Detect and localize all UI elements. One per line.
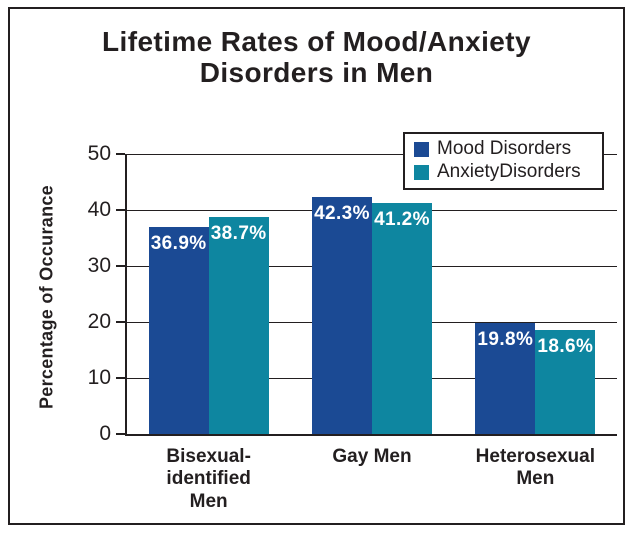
legend-item-anxiety-disorders: AnxietyDisorders xyxy=(414,162,594,182)
y-tick-label-30: 30 xyxy=(87,254,111,277)
x-category-label-heterosexual-men: Heterosexual Men xyxy=(475,446,595,490)
bar-value-label-anxietydisorders-bisexual-identified-men: 38.7% xyxy=(210,223,267,245)
x-category-label-bisexual-identified-men: Bisexual- identified Men xyxy=(166,446,251,512)
y-tick-label-20: 20 xyxy=(87,310,111,333)
legend-label-anxiety-disorders: AnxietyDisorders xyxy=(437,161,581,182)
chart-frame: Lifetime Rates of Mood/Anxiety Disorders… xyxy=(8,7,625,525)
y-tick-label-50: 50 xyxy=(87,142,111,165)
bar-value-label-mood-disorders-bisexual-identified-men: 36.9% xyxy=(150,233,207,255)
bar-mood-disorders-bisexual-identified-men: 36.9% xyxy=(148,227,209,434)
legend-swatch-mood-disorders xyxy=(414,141,429,157)
legend-label-mood-disorders: Mood Disorders xyxy=(437,138,572,159)
y-tick-mark-40 xyxy=(116,209,125,211)
y-tick-label-40: 40 xyxy=(87,198,111,221)
x-category-label-gay-men: Gay Men xyxy=(332,446,412,467)
y-tick-mark-20 xyxy=(116,321,125,323)
y-tick-mark-0 xyxy=(116,433,125,435)
bar-value-label-anxietydisorders-gay-men: 41.2% xyxy=(374,209,430,231)
bar-value-label-mood-disorders-heterosexual-men: 19.8% xyxy=(477,329,534,351)
y-tick-label-10: 10 xyxy=(87,366,111,389)
y-tick-mark-30 xyxy=(116,265,125,267)
bar-value-label-mood-disorders-gay-men: 42.3% xyxy=(314,203,370,225)
gridline-50 xyxy=(127,154,617,155)
legend-swatch-anxiety-disorders xyxy=(414,164,429,180)
plot-area: 0 10 20 30 40 50 36.9% 38.7% Bisexual- identifie… xyxy=(88,142,617,512)
legend: Mood Disorders AnxietyDisorders xyxy=(403,132,604,190)
bar-mood-disorders-heterosexual-men: 19.8% xyxy=(475,323,536,434)
bar-mood-disorders-gay-men: 42.3% xyxy=(312,197,372,434)
bar-value-label-anxietydisorders-heterosexual-men: 18.6% xyxy=(537,335,594,357)
y-tick-mark-50 xyxy=(116,153,125,155)
bar-anxietydisorders-gay-men: 41.2% xyxy=(372,203,432,434)
legend-item-mood-disorders: Mood Disorders xyxy=(414,139,594,159)
y-tick-label-0: 0 xyxy=(99,422,111,445)
bar-anxietydisorders-bisexual-identified-men: 38.7% xyxy=(208,217,269,434)
bar-anxietydisorders-heterosexual-men: 18.6% xyxy=(535,329,596,434)
y-tick-mark-10 xyxy=(116,377,125,379)
y-axis-title: Percentage of Occurance xyxy=(36,185,57,409)
chart-title: Lifetime Rates of Mood/Anxiety Disorders… xyxy=(102,26,531,89)
